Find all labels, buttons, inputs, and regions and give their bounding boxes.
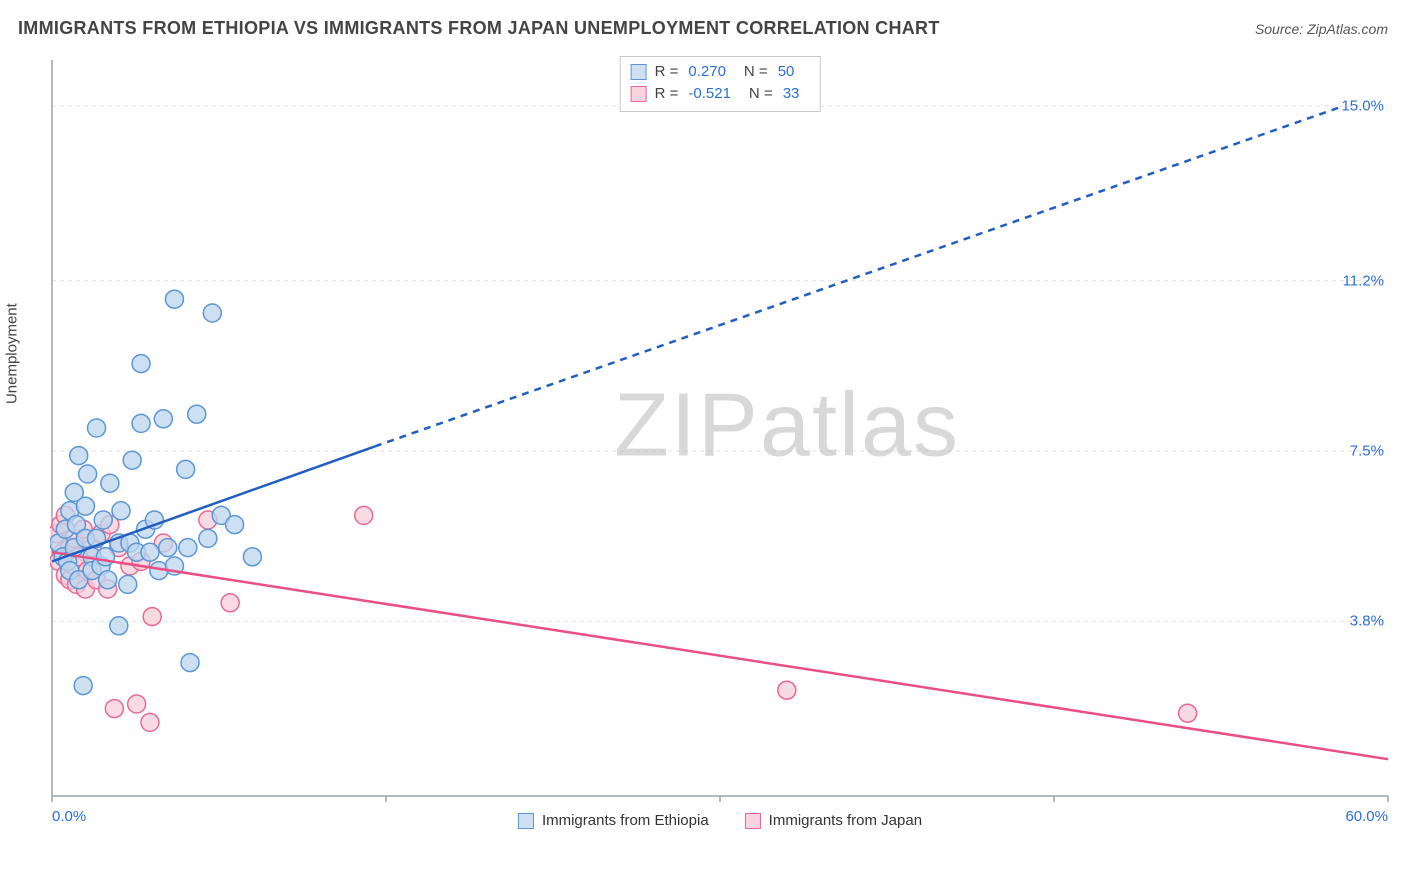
source-name: ZipAtlas.com [1307,21,1388,37]
legend-label-japan: Immigrants from Japan [769,812,922,829]
legend-item-japan: Immigrants from Japan [745,812,922,829]
y-tick-label: 7.5% [1350,443,1384,460]
source-attribution: Source: ZipAtlas.com [1255,21,1388,37]
swatch-ethiopia [631,64,647,80]
bottom-legend: Immigrants from Ethiopia Immigrants from… [518,812,922,829]
chart-svg [50,56,1390,826]
stats-n-label: N = [744,61,768,83]
y-tick-label: 11.2% [1343,272,1384,289]
stats-r-ethiopia: 0.270 [688,61,726,83]
legend-label-ethiopia: Immigrants from Ethiopia [542,812,709,829]
legend-swatch-japan [745,813,761,829]
x-tick-label: 0.0% [52,808,86,825]
chart-title: IMMIGRANTS FROM ETHIOPIA VS IMMIGRANTS F… [18,18,940,39]
y-tick-label: 3.8% [1350,613,1384,630]
y-axis-label: Unemployment [4,303,21,404]
stats-r-japan: -0.521 [688,83,731,105]
chart-plot-area: ZIPatlas R = 0.270 N = 50 R = -0.521 N =… [50,56,1390,826]
y-tick-label: 15.0% [1341,98,1384,115]
legend-item-ethiopia: Immigrants from Ethiopia [518,812,709,829]
legend-swatch-ethiopia [518,813,534,829]
source-prefix: Source: [1255,21,1307,37]
stats-n-ethiopia: 50 [778,61,795,83]
stats-row-ethiopia: R = 0.270 N = 50 [631,61,810,83]
stats-r-label: R = [655,61,679,83]
stats-row-japan: R = -0.521 N = 33 [631,83,810,105]
swatch-japan [631,86,647,102]
stats-n-japan: 33 [783,83,800,105]
stats-legend-box: R = 0.270 N = 50 R = -0.521 N = 33 [620,56,821,112]
x-tick-label: 60.0% [1345,808,1388,825]
stats-n-label: N = [749,83,773,105]
stats-r-label: R = [655,83,679,105]
